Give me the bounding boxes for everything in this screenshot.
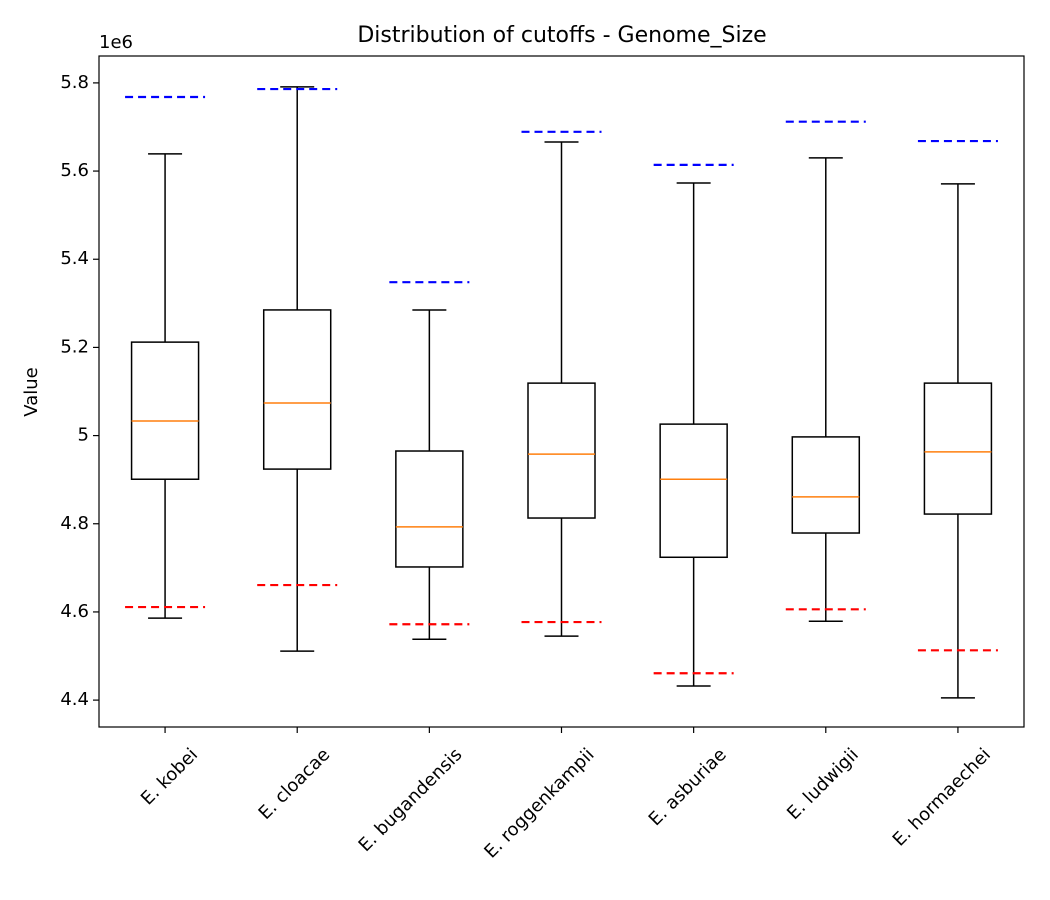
x-tick-label: E. bugandensis [355, 744, 467, 856]
box [395, 450, 464, 568]
y-tick-label: 5 [78, 425, 89, 446]
x-tick-label: E. cloacae [255, 744, 335, 824]
y-axis-label: Value [21, 367, 42, 416]
y-tick-label: 4.6 [60, 601, 89, 622]
x-tick-label: E. ludwigii [783, 744, 863, 824]
x-tick-label: E. roggenkampii [480, 744, 598, 862]
x-tick-label: E. kobei [137, 744, 202, 809]
box [130, 341, 200, 480]
box [791, 436, 861, 534]
y-tick-label: 5.8 [60, 72, 89, 93]
y-tick-label: 5.4 [60, 248, 89, 269]
y-tick-label: 5.2 [60, 336, 89, 357]
box [527, 382, 596, 519]
y-tick-label: 4.4 [60, 689, 89, 710]
box [659, 423, 728, 559]
y-tick-label: 5.6 [60, 160, 89, 181]
y-offset-label: 1e6 [99, 32, 133, 53]
box [923, 382, 993, 515]
y-tick-label: 4.8 [60, 513, 89, 534]
x-tick-label: E. hormaechei [889, 744, 995, 850]
chart-title: Distribution of cutoffs - Genome_Size [357, 23, 766, 48]
box [262, 309, 332, 470]
x-tick-label: E. asburiae [645, 744, 731, 830]
